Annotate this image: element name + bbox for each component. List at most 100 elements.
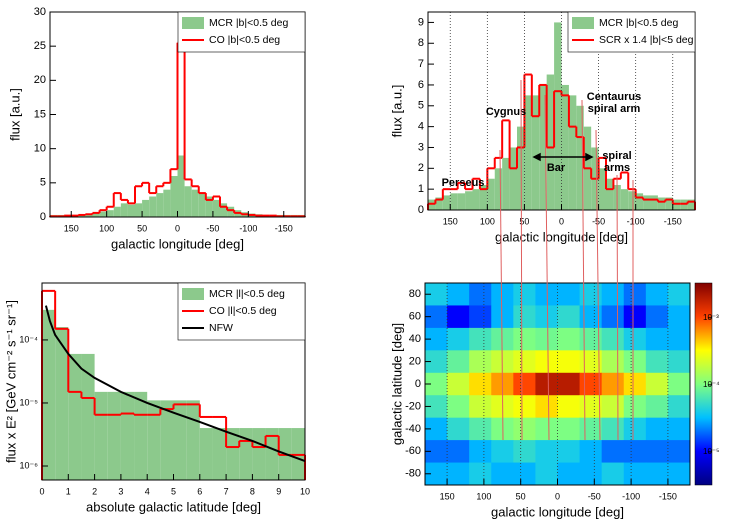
hist-bar (191, 189, 199, 217)
heat-cell (601, 417, 625, 441)
x-tick-label: 50 (137, 223, 147, 233)
hist-bar (135, 203, 143, 217)
heat-cell (425, 305, 448, 329)
heat-cell (579, 283, 603, 306)
hist-bar (149, 196, 157, 217)
annotation: Perseus (442, 177, 485, 189)
hist-bar (42, 309, 56, 480)
x-tick-label: 0 (559, 216, 564, 226)
heat-cell (425, 283, 448, 306)
annotation: Centaurus (587, 91, 641, 103)
x-tick-label: 9 (276, 486, 281, 496)
y-tick-label: 80 (409, 288, 421, 300)
y-tick-label: 15 (34, 108, 46, 120)
y-tick-label: 0 (418, 204, 424, 216)
hist-bar (487, 178, 495, 210)
hist-bar (113, 206, 121, 217)
y-tick-label: 25 (34, 40, 46, 52)
heat-cell (645, 327, 669, 351)
y-tick-label: 9 (418, 16, 424, 28)
x-tick-label: 150 (440, 491, 455, 501)
x-tick-label: -100 (622, 491, 640, 501)
heat-cell (667, 350, 691, 374)
heat-cell (601, 395, 625, 419)
legend-label: NFW (209, 322, 233, 334)
heat-cell (469, 440, 492, 464)
hist-bar (457, 193, 466, 210)
hist-bar (643, 195, 651, 210)
heat-cell (667, 372, 691, 396)
legend-swatch (572, 17, 594, 29)
hist-bar (107, 391, 121, 480)
hist-bar (265, 428, 279, 480)
x-tick-label: 4 (145, 486, 150, 496)
hist-bar (546, 74, 555, 211)
x-tick-label: -100 (627, 216, 645, 226)
heat-cell (469, 350, 492, 374)
panel: 150 100 50 0 -50 -100 -150 0 5 10 15 20 25 30 galactic… (7, 6, 306, 251)
hist-bar (606, 178, 614, 210)
x-tick-label: 2 (92, 486, 97, 496)
heat-cell (645, 395, 669, 419)
heat-cell (645, 350, 669, 374)
heat-cell (623, 440, 647, 464)
x-axis-label: galactic longitude [deg] (495, 229, 628, 244)
hist-bar (524, 95, 532, 210)
heat-cell (491, 305, 514, 329)
colorbar-label: 10⁻³ (703, 313, 719, 322)
heat-cell (425, 350, 448, 374)
heat-cell (469, 305, 492, 329)
y-tick-label: 20 (34, 74, 46, 86)
heat-cell (513, 440, 536, 464)
heat-cell (557, 372, 581, 396)
hist-bar (252, 428, 266, 480)
panel: 10⁻³ 10⁻⁴ 10⁻⁵ 150 100 50 0 -50 -100 -150 -80 -60 -4… (389, 282, 720, 519)
hist-bar (628, 191, 636, 210)
heat-cell (667, 462, 691, 486)
y-tick-label: 1 (418, 183, 424, 195)
x-tick-label: 100 (476, 491, 491, 501)
x-tick-label: -150 (659, 491, 677, 501)
heat-cell (579, 395, 603, 419)
hist-bar (517, 126, 525, 210)
hist-bar (428, 199, 436, 210)
hist-bar (598, 168, 606, 210)
heat-cell (601, 283, 625, 306)
heat-cell (579, 327, 603, 351)
hist-bar (120, 391, 135, 480)
annotation: spiral arm (588, 103, 641, 115)
heat-cell (667, 327, 691, 351)
hist-bar (220, 203, 228, 217)
y-tick-label: -20 (405, 400, 421, 412)
hist-bar (85, 213, 93, 217)
heat-cell (623, 417, 647, 441)
x-tick-label: 100 (480, 216, 495, 226)
x-axis-label: galactic longitude [deg] (111, 236, 244, 251)
hist-bar (212, 199, 220, 217)
hist-bar (184, 186, 192, 217)
heat-cell (469, 283, 492, 306)
hist-bar (127, 204, 135, 217)
hist-bar (120, 203, 128, 217)
heat-cell (447, 417, 470, 441)
y-tick-label: 40 (409, 333, 421, 345)
heat-cell (623, 350, 647, 374)
x-tick-label: 0 (39, 486, 44, 496)
colorbar (694, 282, 713, 486)
hist-bar (442, 195, 451, 210)
hist-bar (657, 197, 666, 210)
y-tick-label: 20 (409, 355, 421, 367)
heat-cell (491, 327, 514, 351)
x-axis-label: absolute galactic latitude [deg] (86, 499, 261, 514)
heat-cell (447, 372, 470, 396)
hist-bar (177, 155, 185, 217)
heat-cell (667, 283, 691, 306)
hist-bar (173, 400, 187, 480)
x-tick-label: -50 (588, 491, 601, 501)
heat-cell (425, 462, 448, 486)
hist-bar (620, 189, 629, 210)
heat-cell (557, 327, 581, 351)
hist-bar (81, 353, 95, 480)
hist-bar (212, 428, 227, 480)
hist-bar (198, 193, 206, 217)
